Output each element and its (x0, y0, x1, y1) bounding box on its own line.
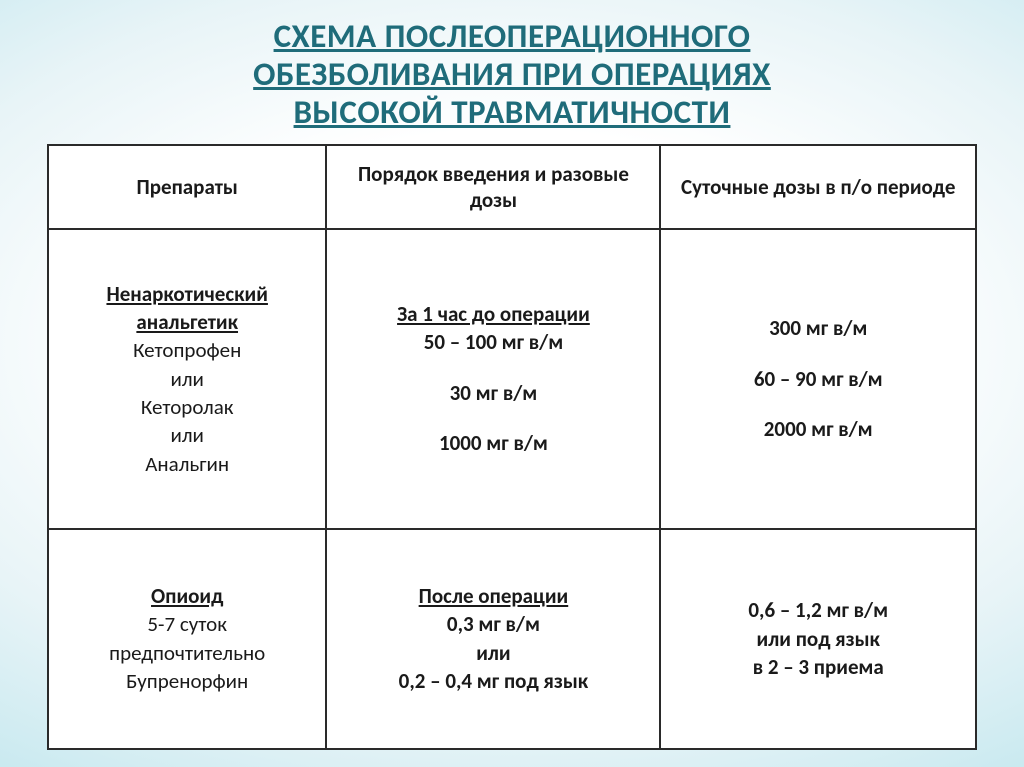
title-line-3: ВЫСОКОЙ ТРАВМАТИЧНОСТИ (294, 92, 731, 132)
text: в 2 – 3 приема (753, 653, 884, 681)
text: После операции (419, 582, 569, 610)
text: или (476, 639, 510, 667)
cell-r2-daily: 0,6 – 1,2 мг в/м или под язык в 2 – 3 пр… (660, 529, 976, 749)
text: 30 мг в/м (450, 379, 538, 407)
col-header-daily: Суточные дозы в п/о периоде (660, 145, 976, 229)
text: Анальгин (145, 450, 229, 478)
col-header-order: Порядок введения и разовые дозы (326, 145, 660, 229)
cell-r1-drugs: Ненаркотический анальгетик Кетопрофен ил… (48, 229, 326, 529)
text: За 1 час до операции (397, 300, 590, 328)
text: Кетопрофен (133, 336, 241, 364)
table-row: Ненаркотический анальгетик Кетопрофен ил… (48, 229, 976, 529)
text: или под язык (757, 625, 880, 653)
table-row: Опиоид 5-7 суток предпочтительно Бупрено… (48, 529, 976, 749)
slide-title: СХЕМА ПОСЛЕОПЕРАЦИОННОГО ОБЕЗБОЛИВАНИЯ П… (253, 18, 771, 132)
text: 5-7 суток (147, 610, 227, 638)
text: 50 – 100 мг в/м (424, 328, 563, 356)
text: Ненаркотический (106, 280, 267, 308)
text: 300 мг в/м (769, 314, 867, 342)
text: или (170, 365, 203, 393)
text: 2000 мг в/м (764, 415, 873, 443)
text: анальгетик (136, 308, 238, 336)
text: 60 – 90 мг в/м (754, 365, 883, 393)
col-header-drugs: Препараты (48, 145, 326, 229)
title-line-1: СХЕМА ПОСЛЕОПЕРАЦИОННОГО (274, 16, 751, 56)
table-header-row: Препараты Порядок введения и разовые доз… (48, 145, 976, 229)
cell-r2-order: После операции 0,3 мг в/м или 0,2 – 0,4 … (326, 529, 660, 749)
text: Бупренорфин (126, 667, 248, 695)
text: 0,6 – 1,2 мг в/м (748, 596, 888, 624)
cell-r1-daily: 300 мг в/м 60 – 90 мг в/м 2000 мг в/м (660, 229, 976, 529)
cell-r1-order: За 1 час до операции 50 – 100 мг в/м 30 … (326, 229, 660, 529)
text: 0,3 мг в/м (447, 610, 540, 638)
title-line-2: ОБЕЗБОЛИВАНИЯ ПРИ ОПЕРАЦИЯХ (253, 54, 771, 94)
text: или (170, 421, 203, 449)
text: предпочтительно (109, 639, 265, 667)
text: 0,2 – 0,4 мг под язык (399, 667, 589, 695)
dosage-table: Препараты Порядок введения и разовые доз… (47, 144, 977, 750)
text: Кеторолак (141, 393, 234, 421)
text: Опиоид (151, 582, 223, 610)
text: 1000 мг в/м (439, 429, 548, 457)
cell-r2-drugs: Опиоид 5-7 суток предпочтительно Бупрено… (48, 529, 326, 749)
